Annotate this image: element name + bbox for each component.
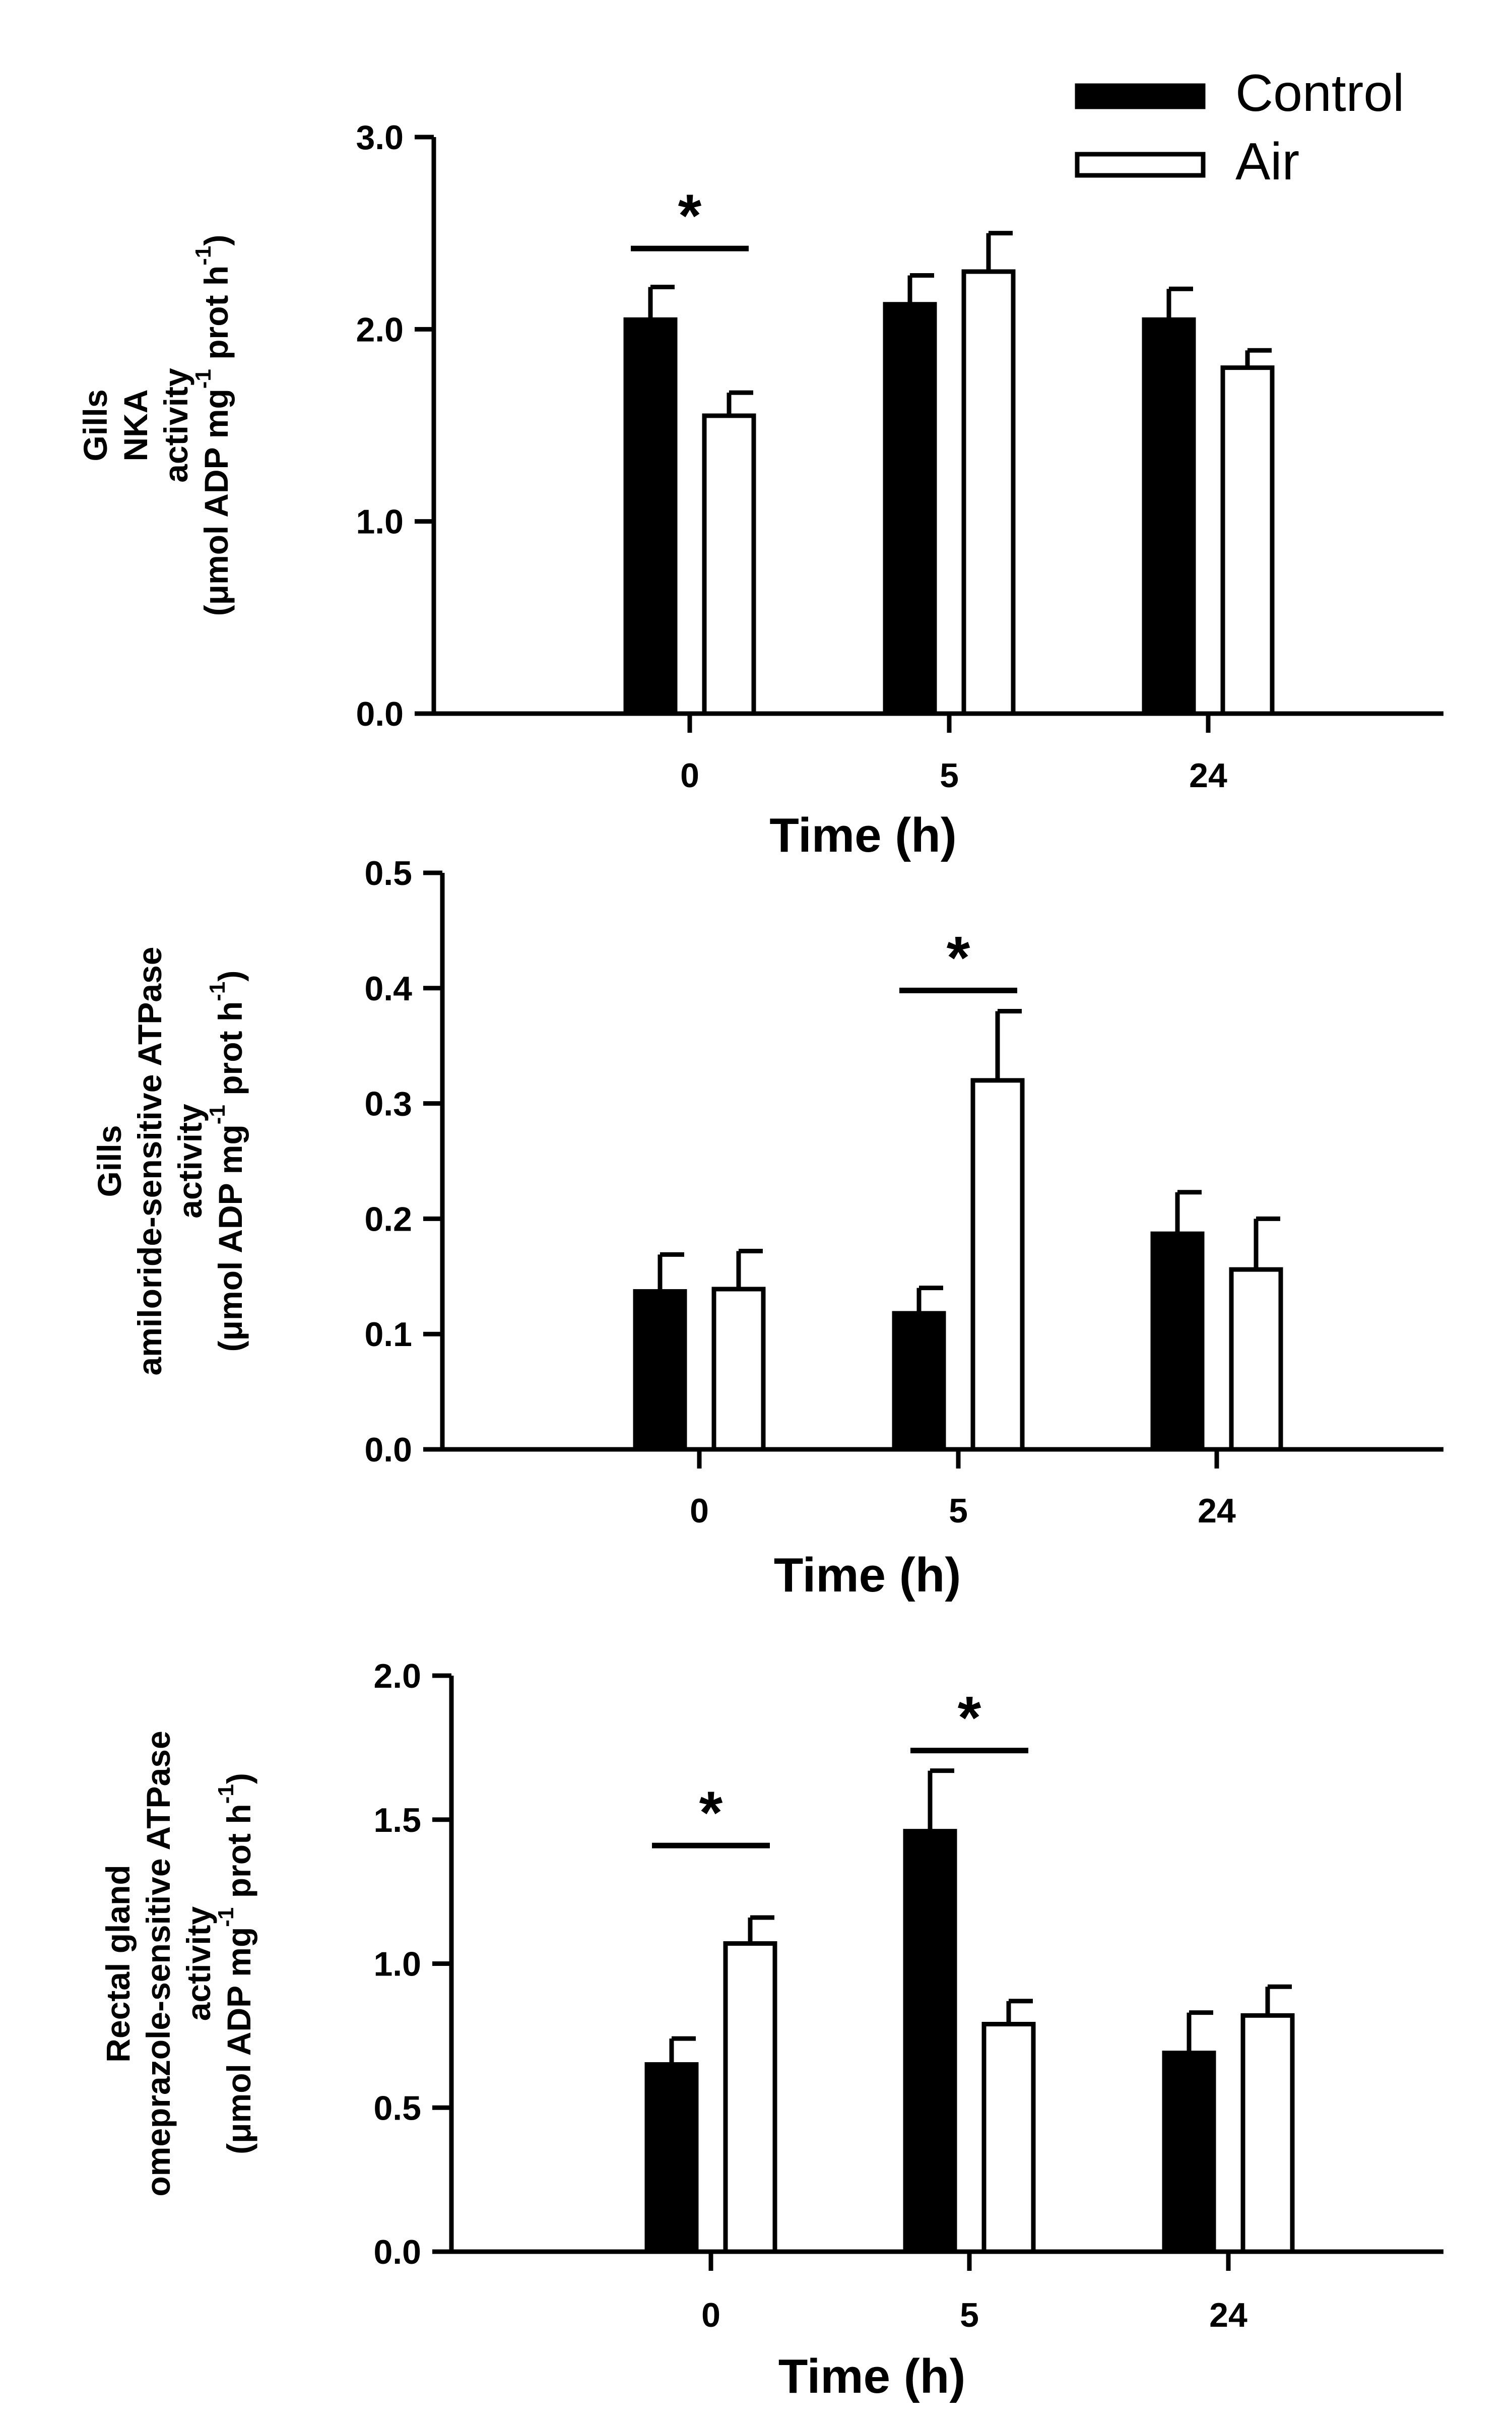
panel-c: 0.0 0.5 1.0 1.5 2.0 0 5 24 Time (h) Rectal gland o… xyxy=(99,1657,1443,2403)
significance-asterisk: * xyxy=(958,1684,981,1752)
y-axis-units-mu: μ xyxy=(212,1320,249,1341)
x-tick-label: 5 xyxy=(949,1492,968,1530)
bar-air-0 xyxy=(723,1941,777,2254)
bar-control-24 xyxy=(1142,317,1196,716)
x-tick-label: 0 xyxy=(701,2296,720,2334)
y-axis-units-post: ) xyxy=(220,1773,257,1784)
x-tick-label: 5 xyxy=(940,756,959,795)
y-tick-label: 1.5 xyxy=(373,1801,421,1839)
bar-control-0 xyxy=(623,317,678,716)
y-tick-label: 0.0 xyxy=(364,1431,412,1469)
y-tick-label: 0.2 xyxy=(364,1200,412,1238)
x-axis-title: Time (h) xyxy=(778,2349,966,2403)
y-tick-label: 0.5 xyxy=(373,2089,421,2127)
x-tick-label: 24 xyxy=(1189,756,1227,795)
x-axis-title: Time (h) xyxy=(769,808,957,862)
y-axis-title-line: omeprazole-sensitive ATPase xyxy=(140,1731,177,2196)
y-axis-units-pre: ( xyxy=(220,2143,257,2154)
bar-control-5 xyxy=(903,1829,957,2254)
bar-air-0 xyxy=(702,413,756,716)
y-tick-label: 0.1 xyxy=(364,1315,412,1354)
y-axis-units-post: ) xyxy=(212,971,249,982)
y-axis-units: (μmol ADP mg-1 prot h-1) xyxy=(214,1773,257,2154)
bar-air-24 xyxy=(1240,2013,1295,2254)
significance-asterisk: * xyxy=(678,182,702,249)
bar-control-5 xyxy=(883,302,937,716)
y-axis-units-main: mol ADP mg xyxy=(212,1124,249,1320)
y-tick-label: 0.3 xyxy=(364,1085,412,1123)
significance-asterisk: * xyxy=(947,924,970,991)
y-tick-label: 0.4 xyxy=(364,970,412,1008)
y-axis-units-pre: ( xyxy=(212,1341,249,1352)
y-axis-units-main: mol ADP mg xyxy=(220,1927,257,2123)
y-tick-label: 1.0 xyxy=(373,1945,421,1984)
y-tick-label: 0.5 xyxy=(364,854,412,892)
y-axis-units-sup2: -1 xyxy=(214,1784,238,1804)
y-axis-title: Gills amiloride-sensitive ATPase activity(… xyxy=(91,946,249,1375)
y-tick-label: 1.0 xyxy=(356,503,404,541)
x-tick-label: 0 xyxy=(690,1492,709,1530)
panel-b: 0.0 0.1 0.2 0.3 0.4 0.5 0 5 24 Time (h) Gills amilo… xyxy=(91,854,1443,1602)
y-axis-title: Gills NKA activity(μmol ADP mg-1 prot h-1) xyxy=(77,235,235,616)
panel-a: 0.0 1.0 2.0 3.0 0 5 24 Time (h) Gills NKA activity… xyxy=(77,118,1443,862)
y-axis-units-pre: ( xyxy=(198,605,235,616)
y-axis-title-line: activity xyxy=(180,1906,217,2021)
y-axis-units: (μmol ADP mg-1 prot h-1) xyxy=(191,235,235,616)
legend: Control Air xyxy=(1075,64,1404,191)
bar-air-5 xyxy=(981,2022,1036,2254)
y-axis-units-mu: μ xyxy=(198,585,235,605)
bar-air-24 xyxy=(1220,365,1275,716)
x-axis-title: Time (h) xyxy=(774,1548,961,1602)
x-tick-label: 0 xyxy=(680,756,699,795)
bar-control-0 xyxy=(633,1289,687,1452)
y-axis-units-sup2: -1 xyxy=(191,246,216,266)
bar-air-24 xyxy=(1229,1267,1283,1452)
bar-control-24 xyxy=(1162,2051,1216,2254)
significance-asterisk: * xyxy=(699,1779,723,1846)
y-axis-units-mu: μ xyxy=(220,2123,257,2143)
legend-swatch-control xyxy=(1075,83,1206,109)
y-axis-title-line: activity xyxy=(157,368,194,483)
y-tick-label: 2.0 xyxy=(356,310,404,349)
bar-control-5 xyxy=(892,1311,946,1452)
legend-swatch-air xyxy=(1075,152,1206,178)
y-axis-title-line: Gills xyxy=(91,1125,128,1197)
x-tick-label: 5 xyxy=(960,2296,979,2334)
y-axis-title-line: amiloride-sensitive ATPase xyxy=(131,946,168,1375)
y-axis-title-line: NKA xyxy=(117,390,154,462)
x-tick-label: 24 xyxy=(1198,1492,1236,1530)
y-tick-label: 2.0 xyxy=(373,1657,421,1695)
bar-air-5 xyxy=(970,1078,1025,1452)
x-tick-label: 24 xyxy=(1209,2296,1247,2334)
y-axis-title: Rectal gland omeprazole-sensitive ATPase a… xyxy=(99,1731,257,2196)
y-axis-units-sup1: -1 xyxy=(191,369,216,389)
y-tick-label: 0.0 xyxy=(373,2233,421,2271)
legend-label-air: Air xyxy=(1235,133,1299,191)
y-axis-title-line: Rectal gland xyxy=(99,1865,137,2062)
y-tick-label: 3.0 xyxy=(356,118,404,157)
y-axis-units-mid: prot h xyxy=(212,1001,249,1105)
y-axis-units-mid: prot h xyxy=(220,1804,257,1907)
y-axis-units-sup1: -1 xyxy=(214,1907,238,1927)
y-axis-units-mid: prot h xyxy=(198,266,235,369)
y-axis-units-sup2: -1 xyxy=(205,982,230,1001)
y-axis-units: (μmol ADP mg-1 prot h-1) xyxy=(205,971,249,1352)
y-axis-units-sup1: -1 xyxy=(205,1105,230,1124)
y-axis-title-line: activity xyxy=(171,1104,209,1219)
y-axis-units-post: ) xyxy=(198,235,235,246)
bar-air-0 xyxy=(711,1287,766,1452)
bar-control-0 xyxy=(644,2062,699,2254)
y-axis-units-main: mol ADP mg xyxy=(198,389,235,585)
bar-control-24 xyxy=(1150,1231,1205,1452)
legend-label-control: Control xyxy=(1235,64,1404,122)
y-tick-label: 0.0 xyxy=(356,695,404,733)
y-axis-title-line: Gills xyxy=(77,389,114,461)
bar-air-5 xyxy=(961,269,1016,716)
